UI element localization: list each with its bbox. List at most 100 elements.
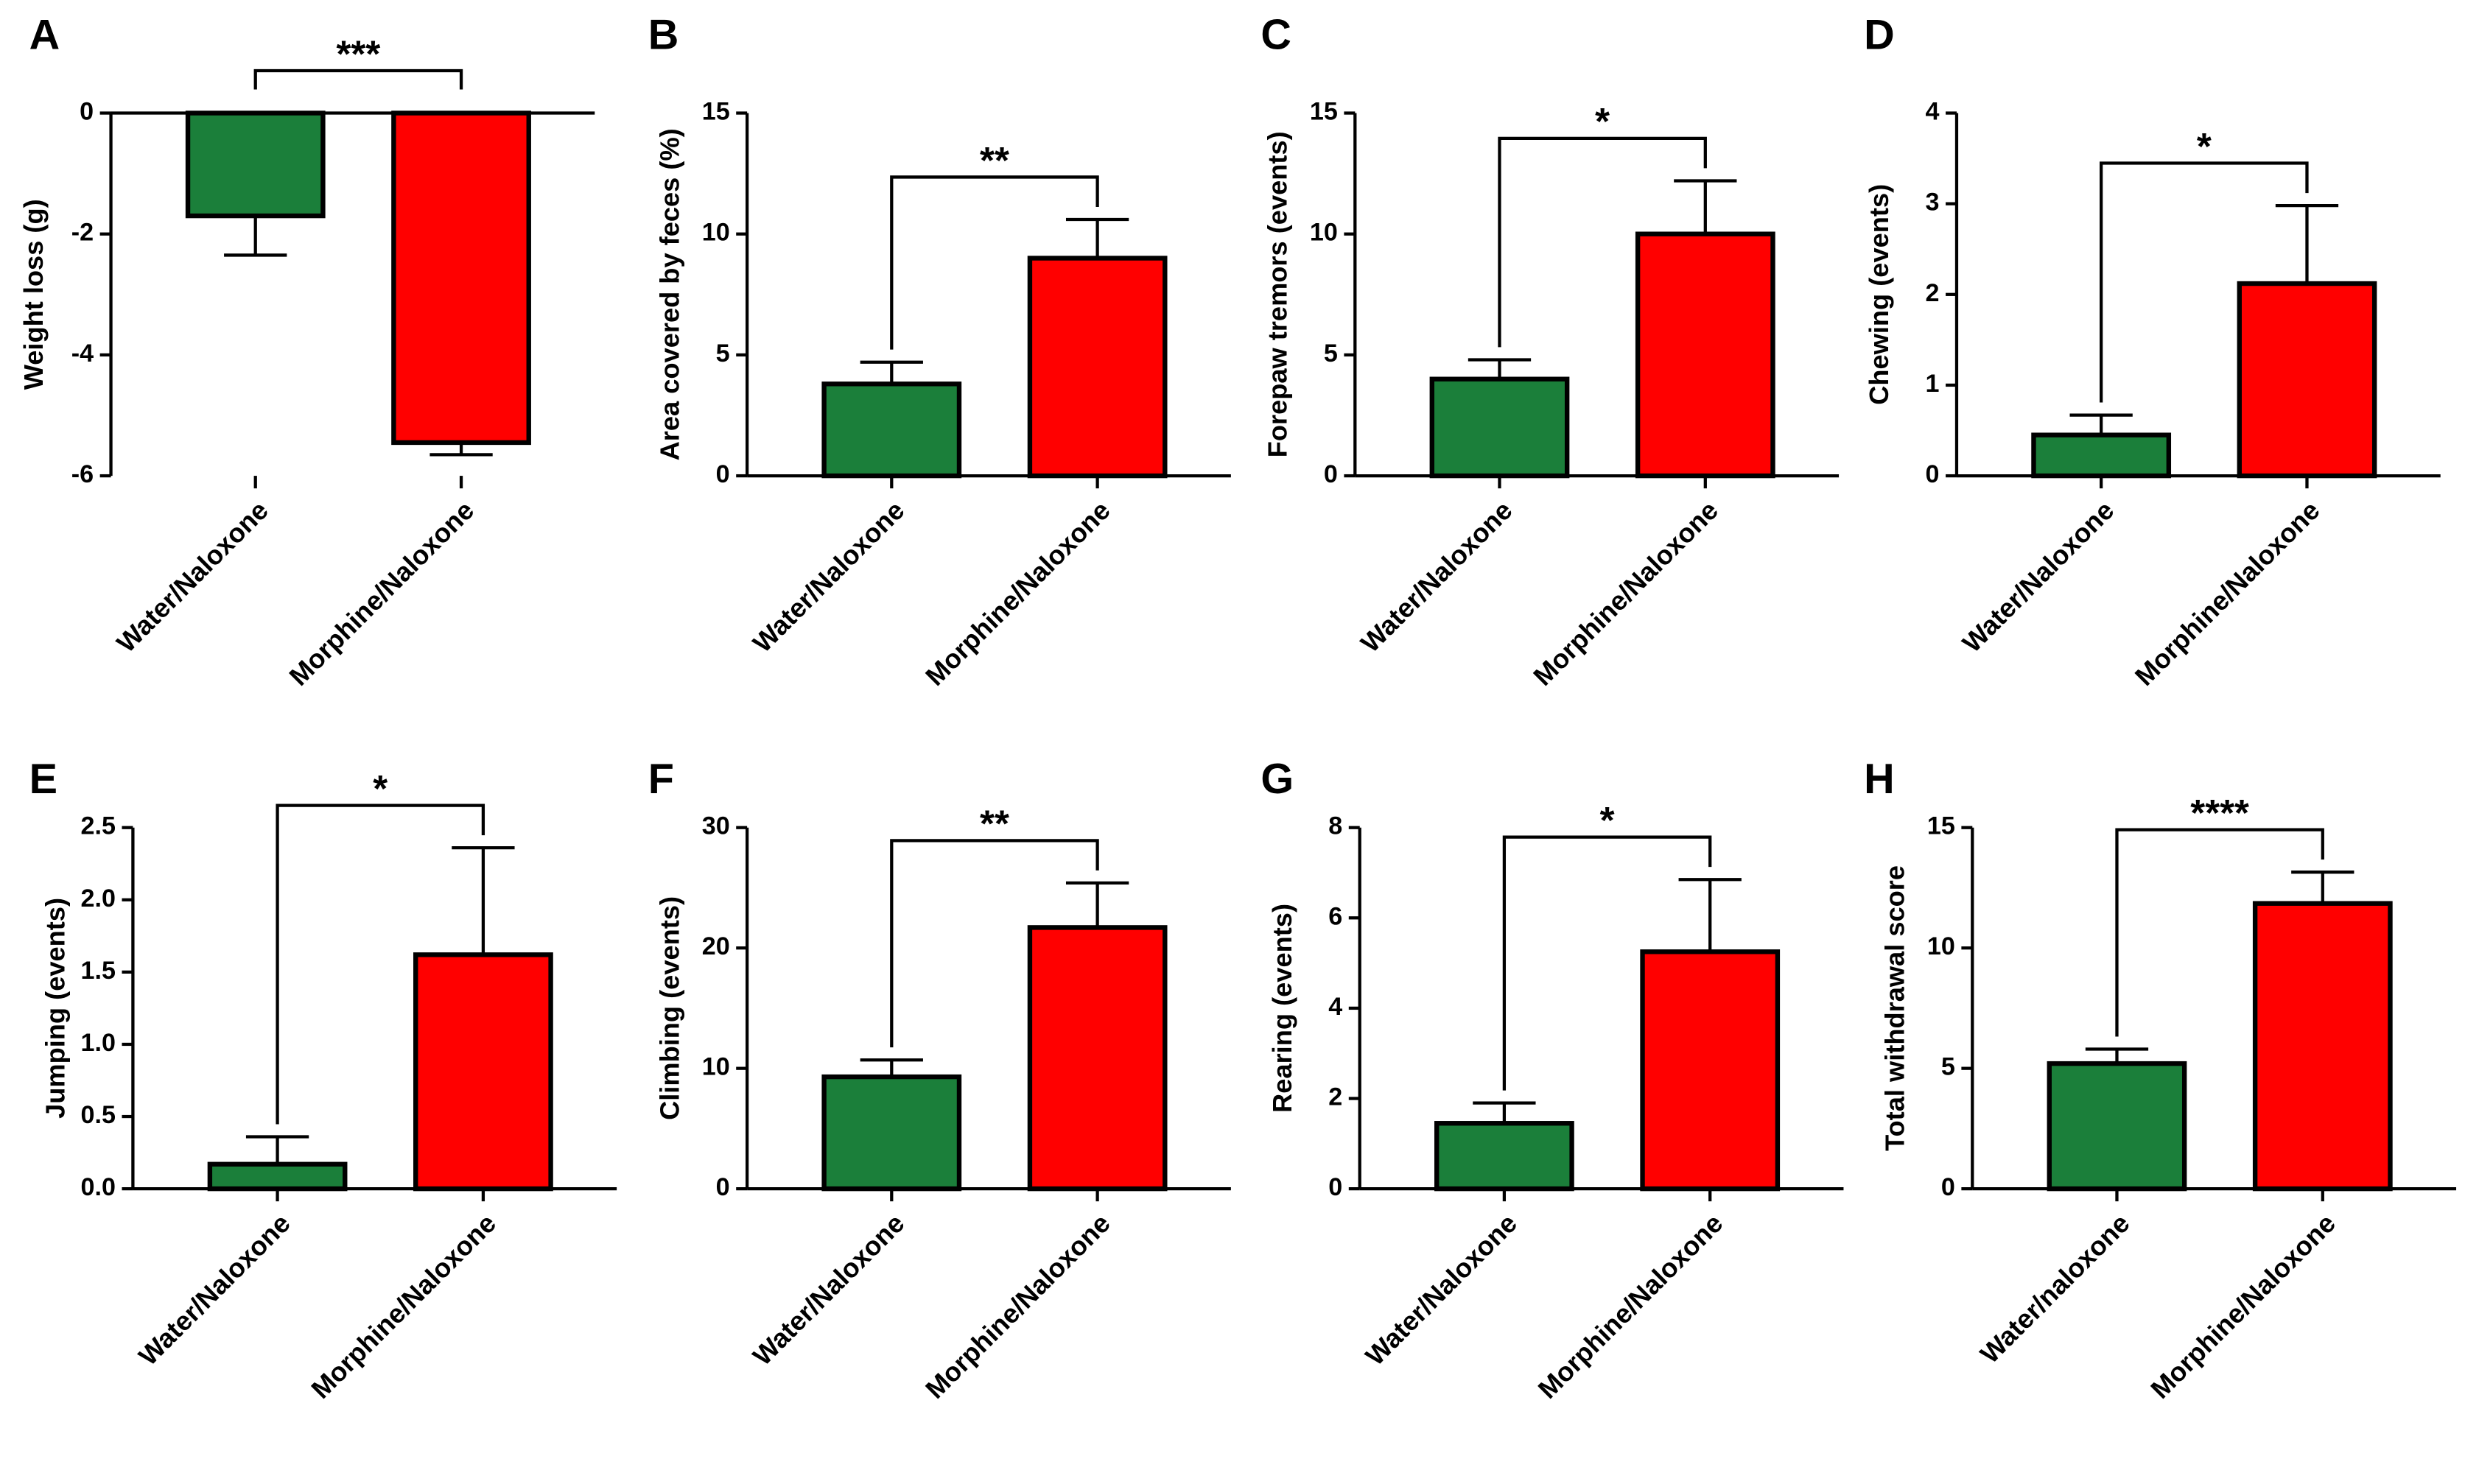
significance-bracket xyxy=(276,803,485,1125)
bar xyxy=(1027,925,1168,1192)
y-axis-label: Jumping (events) xyxy=(41,898,71,1119)
x-tick-label: Morphine/Naloxone xyxy=(919,495,1116,692)
y-tick-label: 0 xyxy=(1926,460,1940,488)
y-axis-label: Chewing (events) xyxy=(1864,184,1894,405)
y-tick-label: 0.0 xyxy=(81,1173,116,1201)
x-tick-label: Water/Naloxone xyxy=(1957,495,2120,658)
x-tick-label: Morphine/Naloxone xyxy=(919,1208,1116,1404)
y-tick-label: 1.0 xyxy=(81,1029,116,1057)
x-tick-label: Water/Naloxone xyxy=(133,1208,296,1371)
y-tick-label: 10 xyxy=(702,219,730,247)
bar xyxy=(2237,281,2377,479)
bar xyxy=(1027,256,1168,479)
significance-bracket xyxy=(253,68,463,90)
significance-label: **** xyxy=(2190,792,2249,834)
y-tick-label: 30 xyxy=(702,812,730,840)
y-tick-label: 2.5 xyxy=(81,812,116,840)
panel: H Total withdrawal score 0 5 10 15 Water/nalox… xyxy=(1864,756,2457,1404)
x-tick-label: Morphine/Naloxone xyxy=(2145,1208,2341,1404)
y-tick-label: 10 xyxy=(702,1053,730,1081)
bar xyxy=(821,1074,962,1192)
y-tick-label: 1 xyxy=(1926,370,1940,398)
y-tick-label: 0 xyxy=(1324,460,1338,488)
x-tick-label: Morphine/Naloxone xyxy=(305,1208,502,1404)
y-tick-label: 0.5 xyxy=(81,1101,116,1129)
significance-label: ** xyxy=(980,803,1009,845)
panel-letter: H xyxy=(1864,756,1895,803)
y-tick-label: 10 xyxy=(1310,219,1338,247)
y-tick-label: 0 xyxy=(1941,1173,1955,1201)
x-tick-label: Morphine/Naloxone xyxy=(2129,495,2326,692)
significance-label: * xyxy=(1595,100,1610,142)
y-tick-label: 2.0 xyxy=(81,885,116,912)
y-tick-label: -4 xyxy=(71,340,94,368)
y-tick-label: 6 xyxy=(1328,902,1342,930)
significance-bracket xyxy=(1498,136,1707,348)
significance-label: *** xyxy=(337,32,381,74)
y-tick-label: 2 xyxy=(1328,1083,1342,1111)
significance-bracket xyxy=(2115,828,2324,1037)
x-tick-label: Water/naloxone xyxy=(1974,1208,2136,1369)
y-tick-label: 15 xyxy=(702,98,730,126)
y-tick-label: 15 xyxy=(1927,812,1955,840)
panel-letter: A xyxy=(29,11,60,58)
y-tick-label: 1.5 xyxy=(81,957,116,985)
panel-letter: F xyxy=(648,756,674,803)
x-tick-label: Water/Naloxone xyxy=(1359,1208,1523,1371)
panel: E Jumping (events) 0.0 0.5 1.0 1.5 2.0 2.5 Water… xyxy=(29,756,617,1404)
panel: B Area covered by feces (%) 0 5 10 15 Water/Na… xyxy=(648,11,1231,692)
bar xyxy=(2047,1061,2187,1192)
bar xyxy=(821,381,962,479)
x-tick-label: Water/Naloxone xyxy=(747,495,911,658)
y-axis-label: Total withdrawal score xyxy=(1880,865,1910,1151)
bar xyxy=(1434,1121,1574,1192)
panel: C Forepaw tremors (events) 0 5 10 15 Water/Nal… xyxy=(1260,11,1840,692)
x-tick-label: Morphine/Naloxone xyxy=(1532,1208,1729,1404)
bar xyxy=(1429,376,1570,479)
y-tick-label: 5 xyxy=(1324,340,1338,368)
x-tick-label: Water/Naloxone xyxy=(1355,495,1518,658)
y-tick-label: -6 xyxy=(71,460,94,488)
y-axis-label: Weight loss (g) xyxy=(18,199,49,390)
x-tick-label: Water/Naloxone xyxy=(111,495,274,658)
bar xyxy=(207,1161,348,1192)
panel-letter: B xyxy=(648,11,679,58)
bar xyxy=(1640,949,1781,1192)
bar xyxy=(391,110,531,446)
y-tick-label: 0 xyxy=(716,1173,730,1201)
bar xyxy=(413,952,553,1192)
panel-letter: C xyxy=(1260,11,1291,58)
y-axis-label: Area covered by feces (%) xyxy=(654,128,684,460)
panel: F Climbing (events) 0 10 20 30 Water/Naloxone M… xyxy=(648,756,1231,1404)
significance-bracket xyxy=(890,839,1099,1048)
panel: D Chewing (events) 0 1 2 3 4 Water/Naloxone Morp… xyxy=(1864,11,2441,692)
y-axis-label: Rearing (events) xyxy=(1267,904,1297,1113)
panel-letter: D xyxy=(1864,11,1895,58)
significance-bracket xyxy=(890,175,1099,350)
x-tick-label: Morphine/Naloxone xyxy=(1527,495,1724,692)
bar xyxy=(185,110,326,219)
x-tick-label: Morphine/Naloxone xyxy=(284,495,480,692)
panel-letter: E xyxy=(29,756,57,803)
y-tick-label: -2 xyxy=(71,219,94,247)
y-tick-label: 20 xyxy=(702,932,730,960)
y-tick-label: 4 xyxy=(1926,98,1940,126)
y-axis-label: Climbing (events) xyxy=(654,896,684,1120)
significance-bracket xyxy=(1502,835,1712,1091)
y-axis-label: Forepaw tremors (events) xyxy=(1263,131,1293,457)
panel-letter: G xyxy=(1260,756,1294,803)
significance-label: * xyxy=(1600,799,1615,841)
bar xyxy=(1635,231,1775,479)
significance-label: * xyxy=(373,767,388,809)
y-tick-label: 2 xyxy=(1926,279,1940,307)
y-tick-label: 0 xyxy=(80,98,94,126)
significance-bracket xyxy=(2100,161,2309,403)
y-tick-label: 5 xyxy=(716,340,730,368)
y-tick-label: 5 xyxy=(1941,1053,1955,1081)
bar xyxy=(2031,432,2172,479)
y-tick-label: 8 xyxy=(1328,812,1342,840)
y-tick-label: 3 xyxy=(1926,189,1940,217)
y-tick-label: 0 xyxy=(1328,1173,1342,1201)
panel: G Rearing (events) 0 2 4 6 8 Water/Naloxone Morp… xyxy=(1260,756,1844,1404)
